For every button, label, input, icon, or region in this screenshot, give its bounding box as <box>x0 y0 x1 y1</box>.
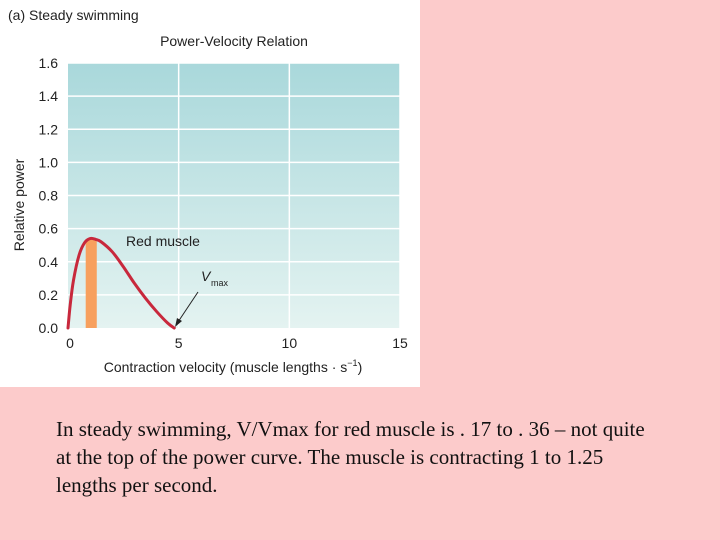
y-tick-label: 1.0 <box>39 154 59 170</box>
y-tick-label: 1.2 <box>39 121 59 137</box>
x-axis-label-close: ) <box>358 359 363 375</box>
x-axis-label-sup: −1 <box>347 358 357 368</box>
grid-lines <box>68 62 401 328</box>
series-group <box>66 236 176 330</box>
y-tick-labels: 0.0 0.2 0.4 0.6 0.8 1.0 1.2 1.4 1.6 <box>39 55 59 336</box>
y-tick-label: 1.6 <box>39 55 59 71</box>
x-tick-labels: 0 5 10 15 <box>66 335 408 351</box>
y-tick-label: 0.6 <box>39 221 59 237</box>
x-tick-label: 15 <box>392 335 408 351</box>
y-tick-label: 0.8 <box>39 188 59 204</box>
y-tick-label: 0.2 <box>39 287 59 303</box>
shaded-region <box>85 238 97 328</box>
red-muscle-curve <box>66 236 176 330</box>
power-velocity-chart: 0.0 0.2 0.4 0.6 0.8 1.0 1.2 1.4 1.6 0 5 10 15 (a) S… <box>8 7 408 375</box>
x-tick-label: 10 <box>282 335 298 351</box>
y-axis-label: Relative power <box>11 158 27 251</box>
y-tick-label: 0.0 <box>39 320 59 336</box>
figure-panel: 0.0 0.2 0.4 0.6 0.8 1.0 1.2 1.4 1.6 0 5 10 15 (a) S… <box>0 0 420 387</box>
x-tick-label: 0 <box>66 335 74 351</box>
y-tick-label: 0.4 <box>39 254 59 270</box>
shaded-region-group <box>85 238 97 328</box>
y-tick-label: 1.4 <box>39 88 59 104</box>
x-axis-label-main: Contraction velocity (muscle lengths · s <box>104 359 348 375</box>
vmax-label: V <box>201 268 212 284</box>
x-tick-label: 5 <box>175 335 183 351</box>
red-muscle-label: Red muscle <box>126 233 200 249</box>
caption-text: In steady swimming, V/Vmax for red muscl… <box>56 417 645 497</box>
x-axis-label: Contraction velocity (muscle lengths · s… <box>104 358 362 375</box>
vmax-arrow <box>177 291 199 323</box>
panel-label: (a) Steady swimming <box>8 7 139 23</box>
vmax-subscript: max <box>211 278 229 288</box>
vmax-arrow-head <box>175 318 182 327</box>
chart-title: Power-Velocity Relation <box>160 33 308 49</box>
